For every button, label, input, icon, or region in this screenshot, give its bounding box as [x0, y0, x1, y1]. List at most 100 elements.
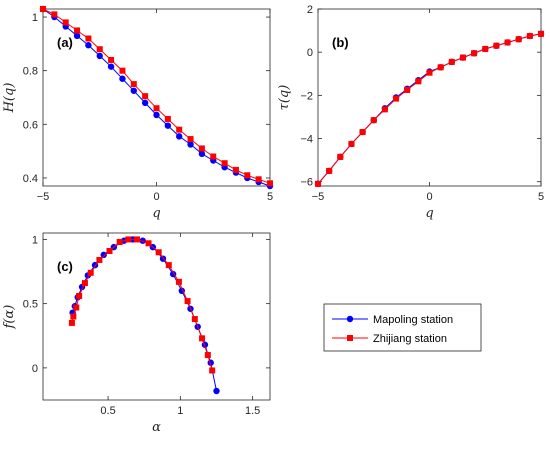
data-point-zhijiang: [232, 166, 239, 173]
data-point-zhijiang: [393, 95, 400, 102]
data-point-zhijiang: [459, 54, 466, 61]
y-axis-label: f(α): [2, 305, 17, 330]
x-axis-label: α: [152, 420, 161, 435]
data-point-zhijiang: [106, 247, 113, 254]
data-point-zhijiang: [337, 153, 344, 160]
data-point-zhijiang: [471, 50, 478, 57]
legend-marker-mapoling: [346, 315, 354, 323]
data-point-zhijiang: [415, 78, 422, 85]
data-point-zhijiang: [70, 313, 77, 320]
data-point-mapoling: [164, 122, 172, 129]
data-point-zhijiang: [175, 278, 182, 285]
y-tick-label: 0.4: [23, 173, 38, 185]
data-point-zhijiang: [526, 32, 533, 39]
data-point-zhijiang: [165, 262, 172, 269]
data-point-zhijiang: [515, 36, 522, 43]
panel-tag: (b): [332, 35, 349, 50]
data-point-mapoling: [213, 387, 220, 395]
panel-c-f-alpha: 0.5 1 1.5 0 0.5 1 α f(α) (c): [2, 232, 271, 435]
data-point-mapoling: [119, 75, 126, 82]
data-point-zhijiang: [187, 136, 194, 143]
data-point-zhijiang: [404, 86, 411, 93]
data-point-zhijiang: [198, 145, 205, 152]
y-tick-label: −2: [300, 90, 313, 102]
series-line-zhijiang: [317, 33, 542, 185]
data-point-zhijiang: [244, 172, 251, 179]
data-point-zhijiang: [210, 153, 217, 160]
data-point-zhijiang: [155, 249, 162, 256]
data-point-zhijiang: [315, 180, 321, 187]
data-point-zhijiang: [108, 56, 115, 63]
data-point-zhijiang: [40, 6, 46, 12]
legend-item-mapoling: Mapoling station: [332, 314, 453, 326]
data-point-zhijiang: [133, 236, 140, 243]
data-point-mapoling: [176, 133, 183, 140]
x-tick-label: 0: [426, 191, 432, 203]
data-point-zhijiang: [73, 304, 80, 311]
data-point-zhijiang: [76, 292, 83, 299]
data-point-zhijiang: [164, 115, 171, 122]
data-point-zhijiang: [482, 45, 489, 52]
legend: Mapoling station Zhijiang station: [323, 303, 482, 352]
legend-label-zhijiang: Zhijiang station: [373, 333, 447, 345]
panel-a-H-q: −5 0 5 0.4 0.6 0.8 1 q H(q) (a): [2, 5, 274, 221]
data-point-zhijiang: [437, 64, 444, 71]
data-point-zhijiang: [85, 35, 92, 42]
data-point-zhijiang: [145, 240, 152, 247]
data-point-zhijiang: [96, 256, 103, 263]
x-tick-label: 0: [153, 191, 159, 203]
data-point-zhijiang: [448, 58, 455, 65]
y-tick-label: 1: [32, 12, 38, 24]
data-point-zhijiang: [267, 180, 273, 187]
data-point-zhijiang: [116, 238, 123, 245]
x-axis-label: q: [425, 206, 433, 221]
panel-tag: (c): [57, 259, 73, 274]
y-axis-label: H(q): [2, 83, 17, 114]
x-tick-label: −5: [37, 191, 50, 203]
data-point-zhijiang: [51, 11, 58, 18]
data-point-zhijiang: [176, 126, 183, 133]
data-point-zhijiang: [153, 105, 160, 112]
data-point-zhijiang: [191, 316, 198, 323]
x-tick-label: −5: [312, 191, 325, 203]
legend-box: [323, 303, 482, 352]
y-tick-label: 0.5: [23, 299, 38, 311]
data-point-zhijiang: [199, 335, 206, 342]
x-tick-label: 0.5: [100, 405, 115, 417]
data-point-mapoling: [153, 111, 160, 119]
data-point-zhijiang: [538, 30, 544, 37]
plot-frame: [317, 8, 542, 187]
data-point-zhijiang: [184, 298, 191, 305]
data-point-zhijiang: [142, 93, 149, 100]
y-tick-label: −4: [300, 134, 313, 146]
data-point-zhijiang: [87, 269, 94, 276]
data-point-zhijiang: [209, 367, 216, 374]
data-point-mapoling: [198, 150, 206, 158]
x-tick-label: 5: [538, 191, 544, 203]
y-tick-label: 0: [32, 363, 38, 375]
data-point-mapoling: [96, 52, 103, 60]
data-point-zhijiang: [221, 160, 228, 167]
legend-label-mapoling: Mapoling station: [373, 314, 453, 326]
series-line-mapoling: [317, 33, 542, 185]
series-line-zhijiang: [71, 238, 213, 371]
x-tick-label: 1.5: [245, 405, 260, 417]
data-point-zhijiang: [62, 19, 69, 26]
data-point-zhijiang: [130, 81, 137, 88]
x-tick-label: 1: [177, 405, 183, 417]
data-point-zhijiang: [381, 106, 388, 113]
plot-frame: [42, 232, 271, 401]
data-point-zhijiang: [359, 129, 366, 136]
data-point-mapoling: [187, 141, 194, 148]
data-point-mapoling: [85, 42, 92, 49]
data-point-zhijiang: [426, 69, 433, 76]
panel-tag: (a): [57, 35, 73, 50]
x-tick-label: 5: [267, 191, 273, 203]
data-point-zhijiang: [504, 39, 511, 46]
data-point-zhijiang: [493, 42, 500, 49]
y-tick-label: 1: [32, 234, 38, 246]
data-point-mapoling: [100, 251, 107, 259]
y-tick-label: 0: [307, 47, 313, 59]
data-point-zhijiang: [255, 176, 262, 183]
